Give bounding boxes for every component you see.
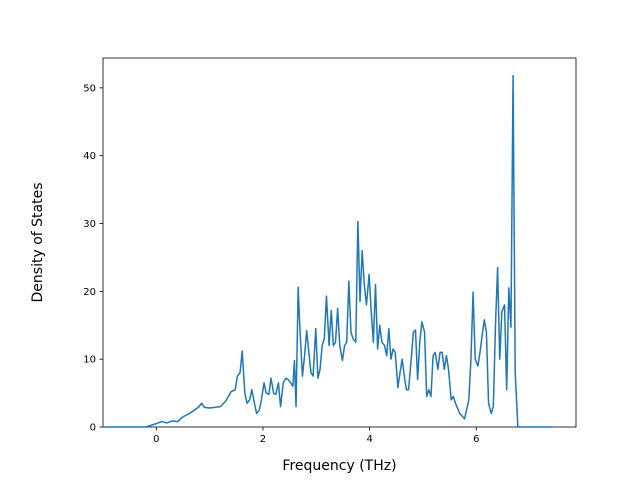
- x-tick-label: 4: [366, 434, 372, 445]
- line-series: [103, 74, 553, 428]
- x-tick-label: 6: [473, 434, 479, 445]
- y-tick-label: 30: [83, 219, 96, 230]
- plot-frame: [102, 57, 577, 428]
- y-tick-label: 50: [83, 83, 96, 94]
- y-tick-label: 10: [83, 355, 96, 366]
- y-tick-label: 40: [83, 151, 96, 162]
- x-tick-label: 2: [260, 434, 266, 445]
- y-tick-label: 0: [90, 423, 96, 434]
- y-tick-label: 20: [83, 287, 96, 298]
- x-tick-label: 0: [153, 434, 159, 445]
- x-axis-label: Frequency (THz): [282, 458, 396, 474]
- y-axis-label: Density of States: [30, 183, 46, 303]
